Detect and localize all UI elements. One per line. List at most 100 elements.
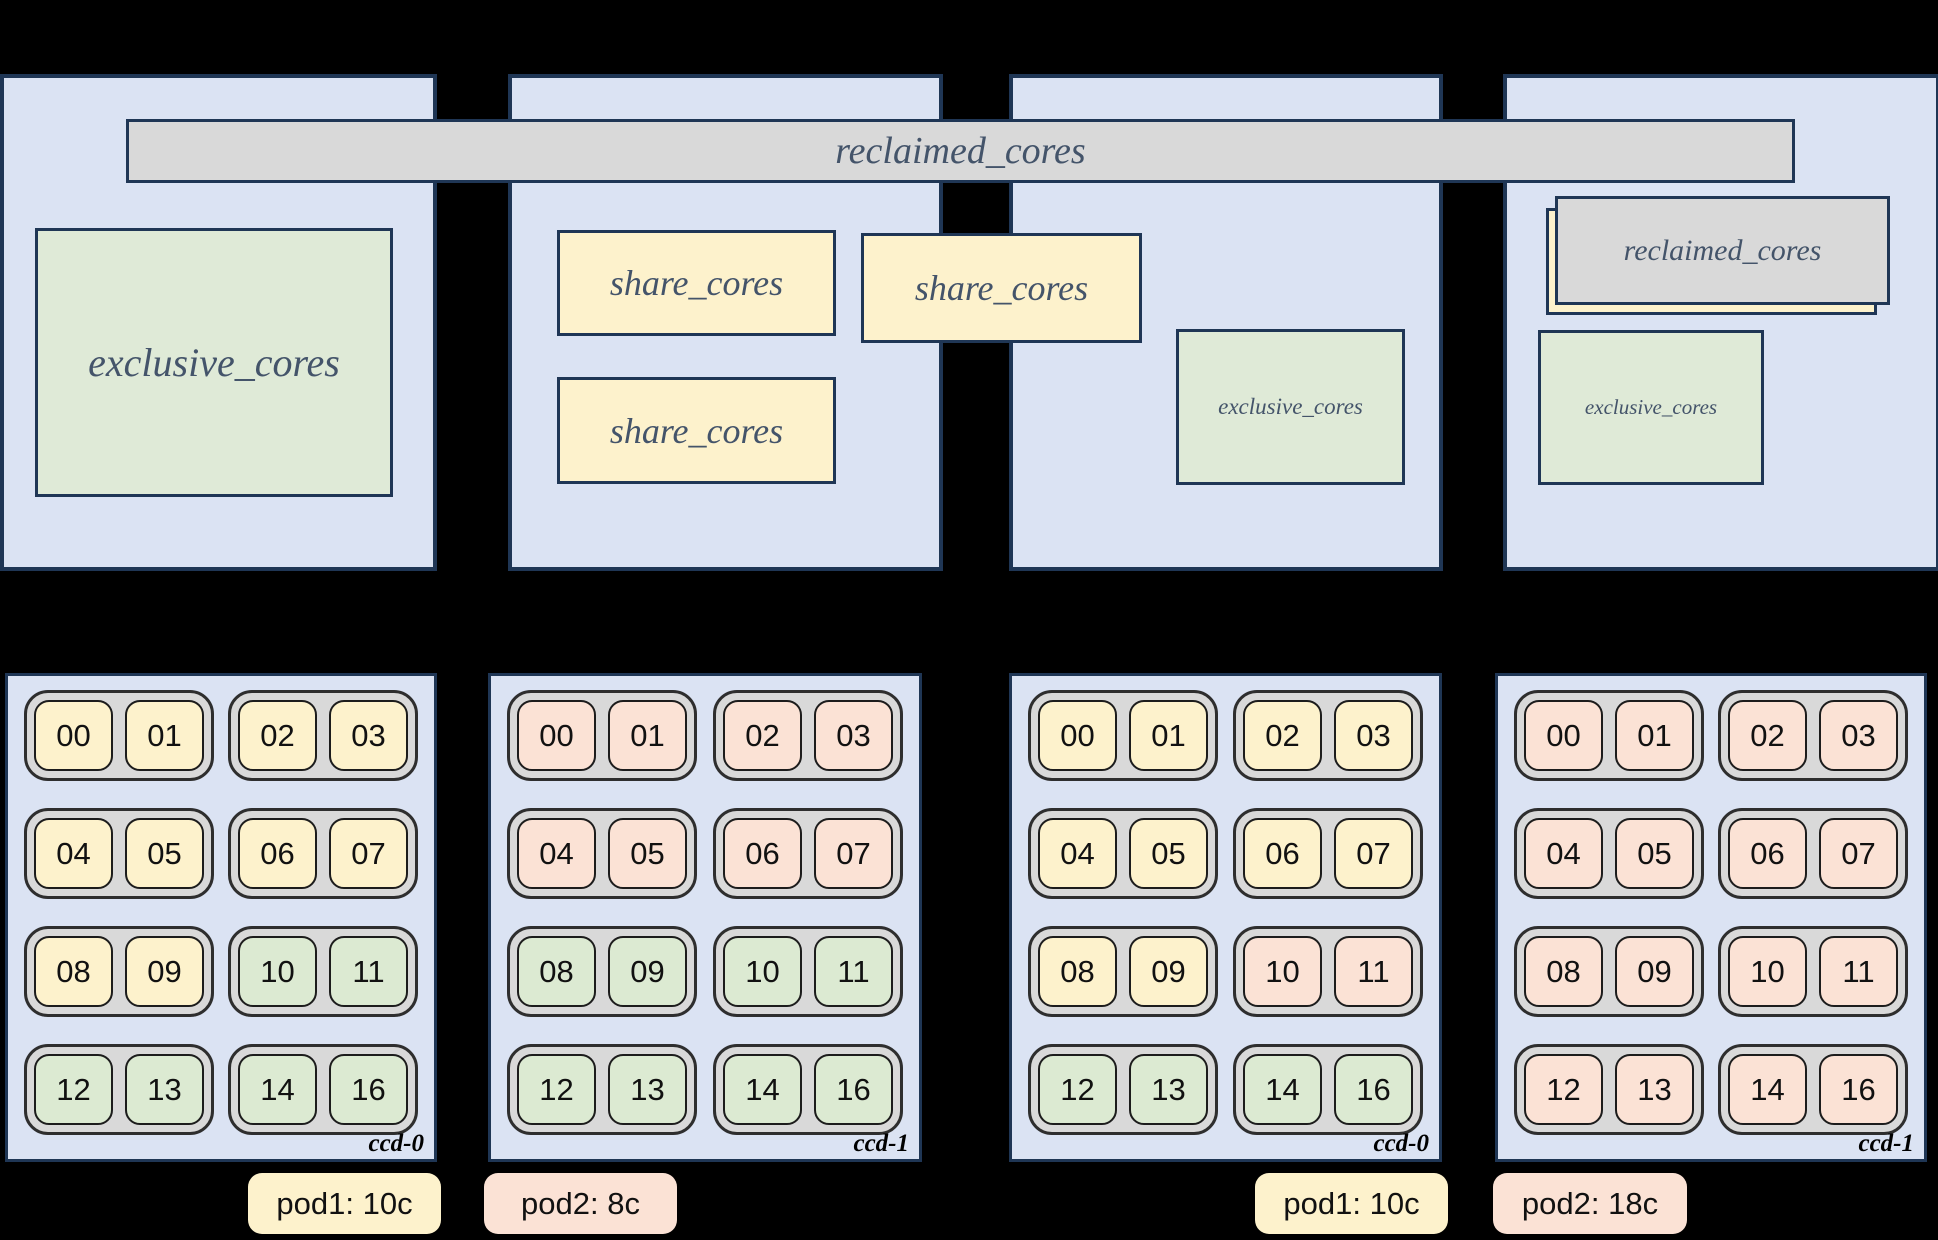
core-06: 06	[1243, 818, 1322, 889]
core-16: 16	[1819, 1054, 1898, 1125]
core-pair: 10 11	[713, 926, 903, 1017]
core-row: 04 05 06 07	[507, 808, 903, 899]
core-03: 03	[329, 700, 408, 771]
core-pair: 12 13	[507, 1044, 697, 1135]
core-03: 03	[1819, 700, 1898, 771]
core-pair: 02 03	[1233, 690, 1423, 781]
core-pair: 02 03	[228, 690, 418, 781]
core-08: 08	[34, 936, 113, 1007]
core-05: 05	[608, 818, 687, 889]
core-06: 06	[1728, 818, 1807, 889]
core-01: 01	[1129, 700, 1208, 771]
ccd-grid-0: 00 01 02 03 04 05 06 07 08 09 10 11 12 13 14 16 ccd-0	[5, 673, 437, 1162]
core-08: 08	[517, 936, 596, 1007]
core-row: 00 01 02 03	[24, 690, 418, 781]
pod-badge-pod1-ccd0-right: pod1: 10c	[1255, 1173, 1448, 1234]
ccd-grid-1: 00 01 02 03 04 05 06 07 08 09 10 11 12 13 14 16 ccd-1	[488, 673, 922, 1162]
core-pair: 14 16	[1233, 1044, 1423, 1135]
core-06: 06	[238, 818, 317, 889]
core-pair: 08 09	[24, 926, 214, 1017]
core-pair: 04 05	[507, 808, 697, 899]
core-13: 13	[1615, 1054, 1694, 1125]
core-09: 09	[1615, 936, 1694, 1007]
core-06: 06	[723, 818, 802, 889]
core-pair: 08 09	[1028, 926, 1218, 1017]
exclusive-cores-box-pool4: exclusive_cores	[1538, 330, 1764, 485]
core-12: 12	[1524, 1054, 1603, 1125]
core-row: 12 13 14 16	[507, 1044, 903, 1135]
core-pair: 02 03	[1718, 690, 1908, 781]
core-pair: 04 05	[24, 808, 214, 899]
core-09: 09	[125, 936, 204, 1007]
core-13: 13	[1129, 1054, 1208, 1125]
core-pair: 06 07	[1233, 808, 1423, 899]
core-11: 11	[814, 936, 893, 1007]
core-pair: 12 13	[1028, 1044, 1218, 1135]
core-rows: 00 01 02 03 04 05 06 07 08 09 10 11 12 13 14 16	[24, 690, 418, 1135]
core-pair: 10 11	[1718, 926, 1908, 1017]
core-04: 04	[1524, 818, 1603, 889]
ccd-label: ccd-0	[368, 1130, 424, 1157]
core-04: 04	[34, 818, 113, 889]
core-pair: 06 07	[713, 808, 903, 899]
share-cores-box-1: share_cores	[557, 230, 836, 336]
core-pair: 02 03	[713, 690, 903, 781]
core-13: 13	[608, 1054, 687, 1125]
core-09: 09	[1129, 936, 1208, 1007]
ccd-grid-2: 00 01 02 03 04 05 06 07 08 09 10 11 12 13 14 16 ccd-0	[1009, 673, 1442, 1162]
core-11: 11	[329, 936, 408, 1007]
core-02: 02	[1728, 700, 1807, 771]
core-pair: 00 01	[24, 690, 214, 781]
core-pair: 00 01	[1028, 690, 1218, 781]
pod-badge-pod2-ccd1: pod2: 8c	[484, 1173, 677, 1234]
core-row: 00 01 02 03	[1514, 690, 1908, 781]
core-00: 00	[517, 700, 596, 771]
core-09: 09	[608, 936, 687, 1007]
core-12: 12	[34, 1054, 113, 1125]
core-pair: 12 13	[1514, 1044, 1704, 1135]
core-04: 04	[517, 818, 596, 889]
core-row: 04 05 06 07	[1514, 808, 1908, 899]
core-10: 10	[238, 936, 317, 1007]
core-row: 12 13 14 16	[1028, 1044, 1423, 1135]
exclusive-cores-box-pool1: exclusive_cores	[35, 228, 393, 497]
core-pair: 10 11	[1233, 926, 1423, 1017]
core-pair: 04 05	[1514, 808, 1704, 899]
core-00: 00	[1038, 700, 1117, 771]
reclaimed-cores-box-pool4: reclaimed_cores	[1555, 196, 1890, 305]
core-11: 11	[1334, 936, 1413, 1007]
core-row: 08 09 10 11	[24, 926, 418, 1017]
core-row: 12 13 14 16	[24, 1044, 418, 1135]
core-pair: 08 09	[1514, 926, 1704, 1017]
core-row: 00 01 02 03	[507, 690, 903, 781]
ccd-grid-3: 00 01 02 03 04 05 06 07 08 09 10 11 12 13 14 16 ccd-1	[1495, 673, 1927, 1162]
core-03: 03	[814, 700, 893, 771]
core-pair: 00 01	[507, 690, 697, 781]
core-07: 07	[1819, 818, 1898, 889]
core-12: 12	[517, 1054, 596, 1125]
ccd-label: ccd-1	[1858, 1130, 1914, 1157]
pod-badge-pod1-ccd0: pod1: 10c	[248, 1173, 441, 1234]
core-08: 08	[1038, 936, 1117, 1007]
core-pair: 00 01	[1514, 690, 1704, 781]
core-16: 16	[329, 1054, 408, 1125]
core-01: 01	[1615, 700, 1694, 771]
ccd-label: ccd-0	[1373, 1130, 1429, 1157]
core-row: 08 09 10 11	[1028, 926, 1423, 1017]
core-10: 10	[1243, 936, 1322, 1007]
core-07: 07	[329, 818, 408, 889]
core-10: 10	[1728, 936, 1807, 1007]
core-rows: 00 01 02 03 04 05 06 07 08 09 10 11 12 13 14 16	[507, 690, 903, 1135]
core-pair: 14 16	[228, 1044, 418, 1135]
core-05: 05	[1129, 818, 1208, 889]
core-rows: 00 01 02 03 04 05 06 07 08 09 10 11 12 13 14 16	[1514, 690, 1908, 1135]
core-07: 07	[1334, 818, 1413, 889]
core-pair: 06 07	[228, 808, 418, 899]
core-00: 00	[34, 700, 113, 771]
core-14: 14	[238, 1054, 317, 1125]
core-03: 03	[1334, 700, 1413, 771]
pod-badge-pod2-ccd1-right: pod2: 18c	[1493, 1173, 1687, 1234]
core-01: 01	[608, 700, 687, 771]
core-14: 14	[1243, 1054, 1322, 1125]
